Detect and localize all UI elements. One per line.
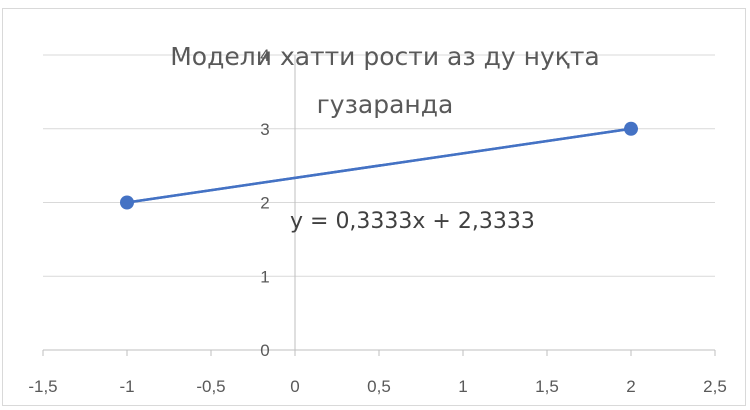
y-tick-label: 3: [260, 120, 269, 139]
x-tick-label: -1,5: [28, 377, 57, 396]
x-tick-label: -1: [119, 377, 134, 396]
x-tick-label: 1: [458, 377, 467, 396]
chart-title-line-1: Модели хатти рости аз ду нуқта: [170, 42, 600, 71]
data-point: [120, 195, 134, 210]
x-tick-labels: -1,5 -1 -0,5 0 0,5 1 1,5 2 2,5: [28, 377, 726, 396]
x-tick-label: 1,5: [535, 377, 559, 396]
series-line: [126, 127, 632, 204]
trendline-equation: y = 0,3333x + 2,3333: [290, 209, 535, 234]
chart-title-line-2: гузаранда: [317, 90, 454, 119]
axes: [42, 55, 716, 356]
gridlines: [43, 54, 715, 277]
y-tick-label: 0: [260, 341, 269, 360]
x-tick-label: 2: [626, 377, 635, 396]
data-point: [624, 121, 638, 136]
x-tick-label: 0,5: [367, 377, 391, 396]
y-tick-label: 4: [260, 46, 269, 65]
y-tick-labels: 0 1 2 3 4: [260, 46, 269, 360]
data-points: [120, 121, 638, 210]
x-tick-label: -0,5: [196, 377, 225, 396]
y-tick-label: 1: [260, 267, 269, 286]
x-tick-label: 2,5: [703, 377, 727, 396]
x-tick-label: 0: [290, 377, 299, 396]
y-tick-label: 2: [260, 194, 269, 213]
